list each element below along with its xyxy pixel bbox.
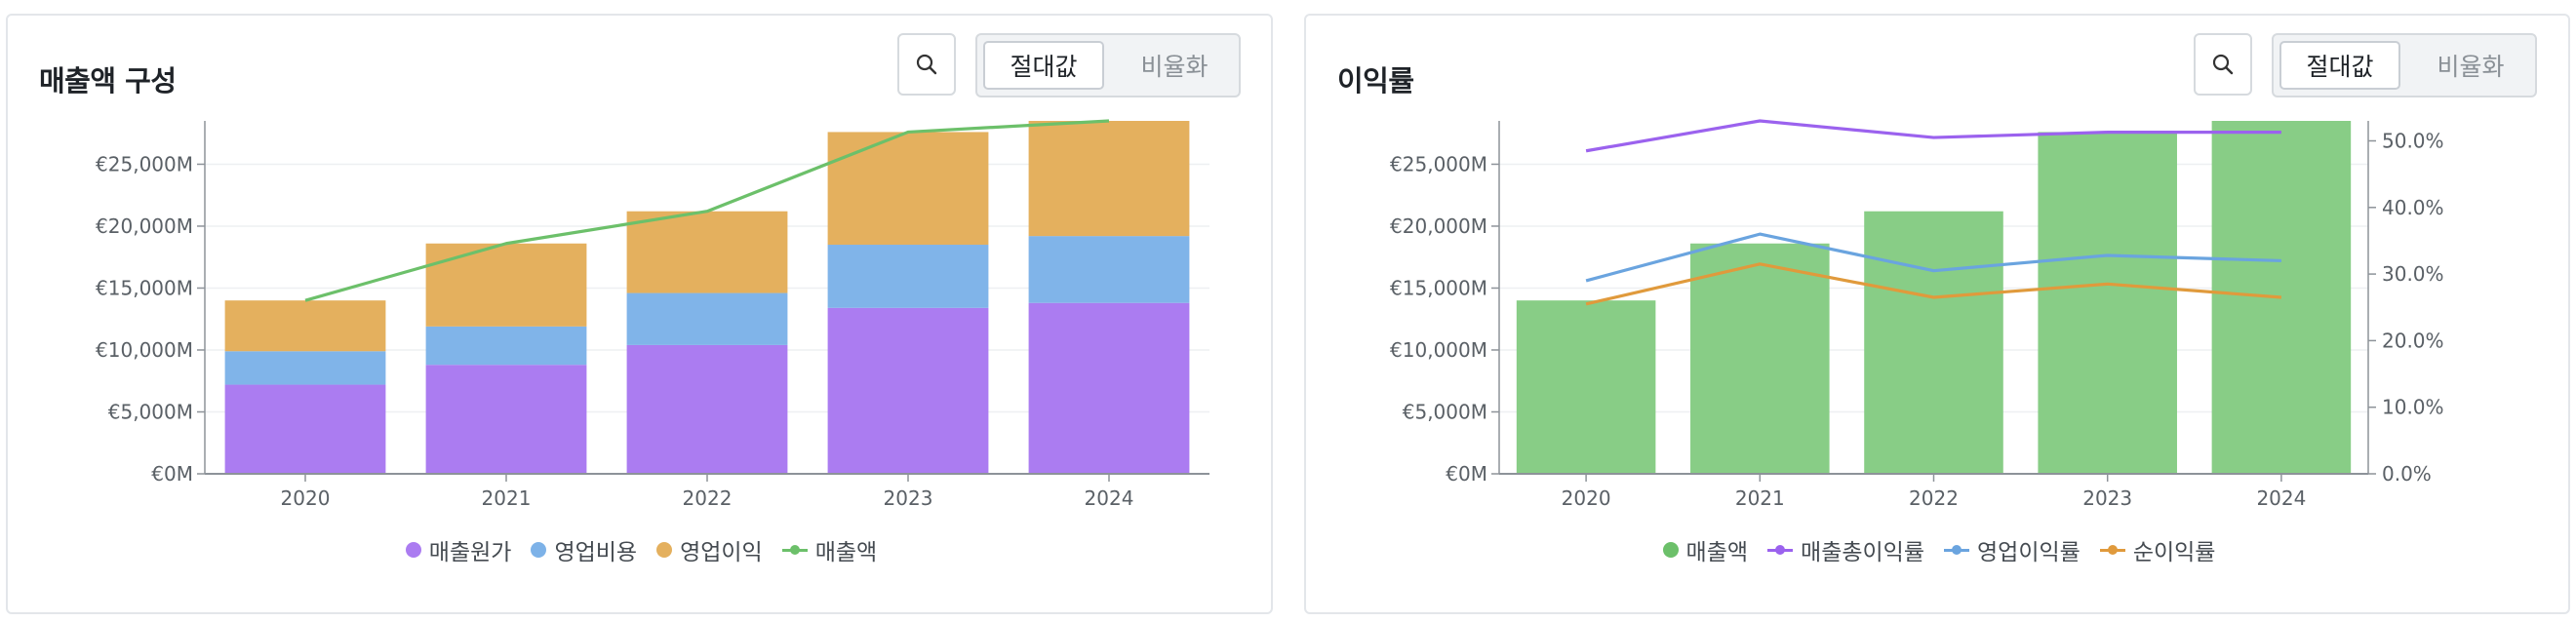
x-tick-label: 2024 (1085, 486, 1134, 510)
legend-label: 영업이익률 (1977, 540, 2081, 565)
y-tick-label: €10,000M (96, 338, 193, 362)
x-tick-label: 2020 (281, 486, 331, 510)
y-tick-label: €25,000M (96, 152, 193, 175)
revenue-composition-chart: €0M €5,000M €10,000M €15,000M €20,000M €25,00… (96, 119, 1209, 510)
legend-swatch (1662, 542, 1679, 558)
x-tick-label: 2021 (1735, 486, 1785, 510)
bar-영업비용 (425, 326, 587, 366)
x-tick-label: 2023 (884, 486, 933, 510)
profit-margin-chart: €0M €5,000M €10,000M €15,000M €20,000M €25,00… (1390, 119, 2444, 510)
bar-매출액 (1690, 243, 1830, 474)
bar-영업비용 (224, 351, 386, 385)
y-tick-label: €0M (151, 462, 193, 486)
bar-매출액 (2038, 132, 2177, 474)
legend-label: 영업비용 (554, 540, 638, 565)
legend-item[interactable]: 매출액 (781, 533, 878, 566)
legend-swatch (405, 542, 421, 558)
bar-매출액 (1864, 211, 2003, 474)
line-매출액 (304, 119, 1110, 302)
bar-영업이익 (827, 132, 989, 246)
y-tick-label: €10,000M (1390, 338, 1487, 362)
bar-영업비용 (827, 245, 989, 308)
y-tick-label: €25,000M (1390, 152, 1487, 175)
bar-영업이익 (626, 211, 788, 293)
x-tick-label: 2023 (2082, 486, 2132, 510)
line-영업이익률 (1585, 232, 2281, 283)
legend-label: 매출액 (1685, 540, 1749, 565)
legend-item[interactable]: 매출액 (1662, 533, 1749, 566)
legend-item[interactable]: 순이익률 (2099, 533, 2216, 566)
legend-swatch (2099, 542, 2125, 558)
profit-margin-card: 이익률 절대값 비율화 €0M €5,000M €10,000M €15,000M €2… (1304, 14, 2570, 614)
search-button[interactable] (2194, 33, 2252, 96)
x-tick-label: 2024 (2256, 486, 2306, 510)
legend-swatch (781, 542, 808, 558)
x-tick-label: 2020 (1562, 486, 1611, 510)
search-icon (2212, 54, 2234, 75)
y-tick-label: €5,000M (1403, 400, 1487, 423)
ratio-option[interactable]: 비율화 (2437, 53, 2505, 81)
bar-매출원가 (1028, 302, 1190, 474)
bar-영업비용 (1028, 236, 1190, 303)
x-tick-label: 2022 (1909, 486, 1959, 510)
legend-item[interactable]: 영업이익률 (1944, 533, 2081, 566)
ratio-option[interactable]: 비율화 (1140, 53, 1209, 81)
legend-label: 매출총이익률 (1801, 540, 1924, 565)
chart-legend: 매출액 매출총이익률 영업이익률 순이익률 (1306, 530, 2572, 569)
bar-매출원가 (425, 365, 587, 474)
bar-매출원가 (626, 344, 788, 474)
y-tick-label: €0M (1446, 462, 1487, 486)
bar-매출원가 (224, 384, 386, 474)
panel-title: 매출액 구성 (39, 64, 177, 97)
legend-item[interactable]: 영업비용 (531, 533, 637, 566)
absolute-option[interactable]: 절대값 (2279, 41, 2400, 90)
legend-swatch (1767, 542, 1794, 558)
y2-tick-label: 30.0% (2382, 262, 2444, 286)
legend-label: 매출액 (814, 540, 878, 565)
line-매출총이익률 (1585, 119, 2281, 153)
view-mode-toggle: 절대값 비율화 (2272, 33, 2537, 97)
search-icon (916, 54, 937, 75)
y2-tick-label: 0.0% (2382, 462, 2432, 486)
legend-label: 매출원가 (428, 540, 512, 565)
bar-영업비용 (626, 292, 788, 345)
bar-영업이익 (224, 300, 386, 352)
legend-label: 영업이익 (680, 540, 763, 565)
bar-매출액 (1516, 300, 1656, 474)
bar-영업이익 (1028, 121, 1190, 237)
y-tick-label: €20,000M (96, 214, 193, 238)
y2-tick-label: 10.0% (2382, 396, 2444, 419)
view-mode-toggle: 절대값 비율화 (975, 33, 1241, 97)
revenue-composition-card: 매출액 구성 절대값 비율화 €0M €5,000M €10,000M €15,000… (6, 14, 1273, 614)
x-tick-label: 2022 (683, 486, 733, 510)
y2-tick-label: 20.0% (2382, 329, 2444, 352)
search-button[interactable] (897, 33, 956, 96)
legend-item[interactable]: 매출원가 (405, 533, 512, 566)
bar-영업이익 (425, 243, 587, 327)
y-tick-label: €5,000M (108, 400, 193, 423)
y-tick-label: €15,000M (96, 276, 193, 299)
legend-swatch (531, 542, 547, 558)
legend-swatch (1944, 542, 1969, 558)
y-tick-label: €15,000M (1390, 276, 1487, 299)
y-tick-label: €20,000M (1390, 214, 1487, 238)
legend-item[interactable]: 매출총이익률 (1767, 533, 1924, 566)
legend-item[interactable]: 영업이익 (656, 533, 763, 566)
legend-label: 순이익률 (2132, 540, 2216, 565)
legend-swatch (656, 542, 673, 558)
y2-tick-label: 40.0% (2382, 196, 2444, 219)
x-tick-label: 2021 (482, 486, 532, 510)
bar-매출원가 (827, 307, 989, 474)
y2-tick-label: 50.0% (2382, 129, 2444, 152)
chart-legend: 매출원가 영업비용 영업이익 매출액 (8, 530, 1275, 569)
line-순이익률 (1585, 262, 2282, 306)
panel-title: 이익률 (1337, 64, 1414, 97)
absolute-option[interactable]: 절대값 (983, 41, 1104, 90)
